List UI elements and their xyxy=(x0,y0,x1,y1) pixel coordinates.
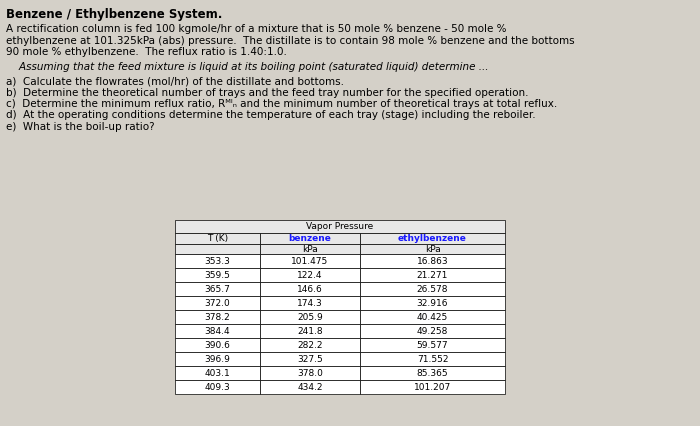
Bar xyxy=(360,338,505,352)
Text: 122.4: 122.4 xyxy=(298,271,323,279)
Text: 378.2: 378.2 xyxy=(204,313,230,322)
Bar xyxy=(360,324,505,338)
Bar xyxy=(360,352,505,366)
Text: 21.271: 21.271 xyxy=(416,271,448,279)
Bar xyxy=(260,352,360,366)
Text: e)  What is the boil-up ratio?: e) What is the boil-up ratio? xyxy=(6,122,155,132)
Text: 59.577: 59.577 xyxy=(416,340,448,349)
Bar xyxy=(175,220,505,233)
Text: 49.258: 49.258 xyxy=(416,326,448,336)
Text: d)  At the operating conditions determine the temperature of each tray (stage) i: d) At the operating conditions determine… xyxy=(6,110,536,121)
Text: kPa: kPa xyxy=(302,245,318,253)
Bar xyxy=(360,310,505,324)
Bar xyxy=(175,380,260,394)
Bar xyxy=(175,268,260,282)
Text: 146.6: 146.6 xyxy=(297,285,323,294)
Bar xyxy=(260,310,360,324)
Bar xyxy=(360,366,505,380)
Text: 90 mole % ethylbenzene.  The reflux ratio is 1.40:1.0.: 90 mole % ethylbenzene. The reflux ratio… xyxy=(6,47,287,57)
Text: kPa: kPa xyxy=(425,245,440,253)
Bar xyxy=(260,282,360,296)
Text: 396.9: 396.9 xyxy=(204,354,230,363)
Text: 282.2: 282.2 xyxy=(298,340,323,349)
Text: 372.0: 372.0 xyxy=(204,299,230,308)
Text: A rectification column is fed 100 kgmole/hr of a mixture that is 50 mole % benze: A rectification column is fed 100 kgmole… xyxy=(6,24,507,34)
Text: 353.3: 353.3 xyxy=(204,256,230,265)
Text: 101.475: 101.475 xyxy=(291,256,328,265)
Bar xyxy=(260,296,360,310)
Text: ethylbenzene at 101.325kPa (abs) pressure.  The distillate is to contain 98 mole: ethylbenzene at 101.325kPa (abs) pressur… xyxy=(6,35,575,46)
Bar xyxy=(175,244,260,254)
Text: 359.5: 359.5 xyxy=(204,271,230,279)
Text: ethylbenzene: ethylbenzene xyxy=(398,234,467,243)
Bar xyxy=(260,324,360,338)
Text: 16.863: 16.863 xyxy=(416,256,448,265)
Bar xyxy=(175,254,260,268)
Bar xyxy=(175,352,260,366)
Text: 205.9: 205.9 xyxy=(297,313,323,322)
Bar xyxy=(360,233,505,244)
Text: T (K): T (K) xyxy=(207,234,228,243)
Text: 241.8: 241.8 xyxy=(298,326,323,336)
Text: 327.5: 327.5 xyxy=(297,354,323,363)
Bar xyxy=(260,233,360,244)
Bar xyxy=(175,324,260,338)
Text: 85.365: 85.365 xyxy=(416,368,448,377)
Text: 32.916: 32.916 xyxy=(416,299,448,308)
Text: Assuming that the feed mixture is liquid at its boiling point (saturated liquid): Assuming that the feed mixture is liquid… xyxy=(6,63,489,72)
Text: 434.2: 434.2 xyxy=(298,383,323,391)
Bar xyxy=(260,338,360,352)
Text: c)  Determine the minimum reflux ratio, Rᴹᴵₙ and the minimum number of theoretic: c) Determine the minimum reflux ratio, R… xyxy=(6,99,557,109)
Bar xyxy=(175,233,260,244)
Text: 101.207: 101.207 xyxy=(414,383,451,391)
Text: 390.6: 390.6 xyxy=(204,340,230,349)
Text: 174.3: 174.3 xyxy=(297,299,323,308)
Text: 40.425: 40.425 xyxy=(417,313,448,322)
Text: benzene: benzene xyxy=(288,234,331,243)
Text: 409.3: 409.3 xyxy=(204,383,230,391)
Text: 26.578: 26.578 xyxy=(416,285,448,294)
Text: 403.1: 403.1 xyxy=(204,368,230,377)
Bar xyxy=(360,282,505,296)
Bar xyxy=(175,338,260,352)
Bar xyxy=(360,380,505,394)
Bar xyxy=(175,310,260,324)
Text: 384.4: 384.4 xyxy=(204,326,230,336)
Bar xyxy=(175,366,260,380)
Text: Vapor Pressure: Vapor Pressure xyxy=(307,222,374,231)
Bar xyxy=(175,296,260,310)
Text: b)  Determine the theoretical number of trays and the feed tray number for the s: b) Determine the theoretical number of t… xyxy=(6,87,528,98)
Text: 378.0: 378.0 xyxy=(297,368,323,377)
Bar xyxy=(175,282,260,296)
Bar xyxy=(360,244,505,254)
Bar xyxy=(260,380,360,394)
Text: a)  Calculate the flowrates (mol/hr) of the distillate and bottoms.: a) Calculate the flowrates (mol/hr) of t… xyxy=(6,76,344,86)
Text: 71.552: 71.552 xyxy=(416,354,448,363)
Bar xyxy=(260,366,360,380)
Bar xyxy=(260,244,360,254)
Text: 365.7: 365.7 xyxy=(204,285,230,294)
Text: Benzene / Ethylbenzene System.: Benzene / Ethylbenzene System. xyxy=(6,8,223,21)
Bar xyxy=(260,254,360,268)
Bar xyxy=(360,296,505,310)
Bar xyxy=(260,268,360,282)
Bar xyxy=(360,254,505,268)
Bar xyxy=(360,268,505,282)
